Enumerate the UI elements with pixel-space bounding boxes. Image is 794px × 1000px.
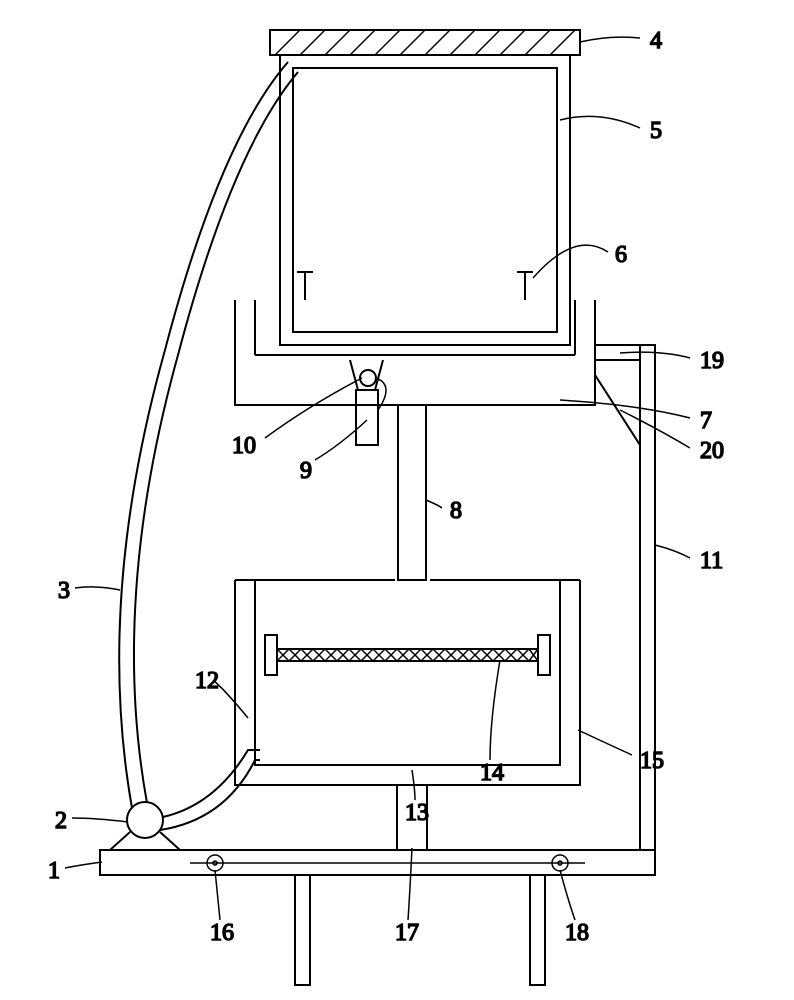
- label-5: 5: [650, 118, 662, 144]
- clamp-pins: [297, 272, 533, 300]
- ceiling-mount: [270, 30, 580, 55]
- label-13: 13: [405, 800, 429, 826]
- pump-base: [110, 832, 180, 850]
- label-12: 12: [195, 668, 219, 694]
- label-17: 17: [395, 920, 419, 946]
- label-8: 8: [450, 498, 462, 524]
- label-1: 1: [48, 858, 60, 884]
- label-11: 11: [700, 548, 723, 574]
- middle-shaft: [398, 405, 426, 580]
- label-2: 2: [55, 808, 67, 834]
- label-16: 16: [210, 920, 234, 946]
- feed-tube: [160, 745, 260, 830]
- label-3: 3: [58, 578, 70, 604]
- support-legs: [295, 875, 545, 985]
- label-9: 9: [300, 458, 312, 484]
- return-tube: [119, 62, 298, 808]
- upper-tank: [280, 55, 570, 345]
- mesh-screen: [265, 635, 550, 675]
- nozzle-assembly: [350, 360, 386, 445]
- label-7: 7: [700, 408, 712, 434]
- lower-chamber: [235, 580, 580, 785]
- collector-tray: [235, 300, 640, 405]
- base-rail: [190, 855, 585, 871]
- mechanical-schematic: 4 5 6 19 7 20 11 8 9 10 3 12 15: [0, 0, 794, 1000]
- label-15: 15: [640, 748, 664, 774]
- label-20: 20: [700, 438, 724, 464]
- label-4: 4: [650, 28, 662, 54]
- label-18: 18: [565, 920, 589, 946]
- right-post: [595, 345, 655, 850]
- label-19: 19: [700, 348, 724, 374]
- label-14: 14: [480, 760, 504, 786]
- label-10: 10: [232, 433, 256, 459]
- label-6: 6: [615, 242, 627, 268]
